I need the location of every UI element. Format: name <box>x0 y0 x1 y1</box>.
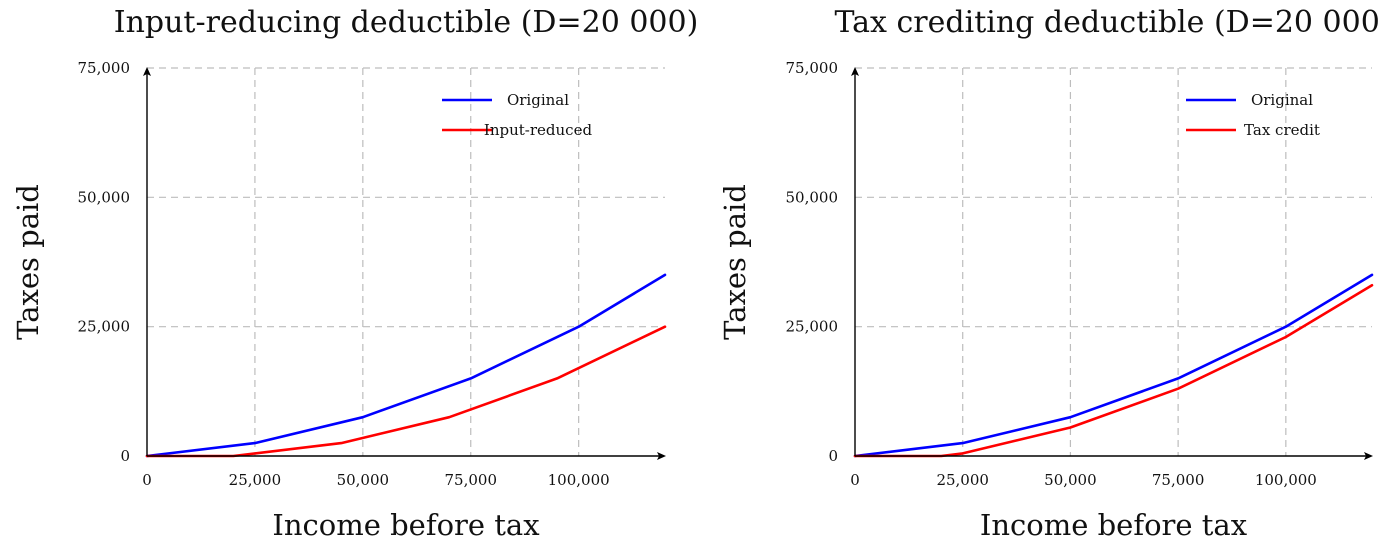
x-tick-label: 50,000 <box>337 471 390 489</box>
y-tick-label: 25,000 <box>78 318 131 336</box>
legend-label: Original <box>1251 91 1313 109</box>
series-line-input-reduced <box>145 325 667 458</box>
series-line-original <box>853 273 1374 458</box>
x-tick-label: 25,000 <box>229 471 282 489</box>
legend: Original Input-reduced <box>442 91 592 139</box>
axes <box>143 67 666 460</box>
x-tick-label: 0 <box>850 471 860 489</box>
x-axis-arrow <box>1364 452 1373 460</box>
legend-label: Tax credit <box>1244 121 1320 139</box>
x-tick-label: 100,000 <box>1255 471 1317 489</box>
series-line-original <box>145 273 667 458</box>
y-axis-arrow <box>851 67 859 76</box>
x-axis-title: Income before tax <box>980 508 1247 542</box>
grid <box>855 67 1372 456</box>
y-tick-label: 0 <box>828 447 838 465</box>
x-tick-label: 50,000 <box>1044 471 1097 489</box>
chart-panel-input-reducing: Input-reducing deductible (D=20 000) Inc… <box>11 5 698 542</box>
x-tick-label: 75,000 <box>1152 471 1205 489</box>
chart-panel-tax-crediting: Tax crediting deductible (D=20 000) Inco… <box>718 5 1380 542</box>
grid <box>147 67 665 456</box>
y-axis-arrow <box>143 67 151 76</box>
y-tick-label: 75,000 <box>786 59 839 77</box>
y-tick-label: 0 <box>120 447 130 465</box>
y-axis-title: Taxes paid <box>11 184 45 340</box>
legend: Original Tax credit <box>1186 91 1320 139</box>
series-line-tax-credit <box>853 283 1374 458</box>
chart-title: Input-reducing deductible (D=20 000) <box>114 5 699 40</box>
chart-title: Tax crediting deductible (D=20 000) <box>834 5 1380 40</box>
legend-label: Original <box>507 91 569 109</box>
y-tick-label: 25,000 <box>786 318 839 336</box>
legend-label: Input-reduced <box>484 121 593 139</box>
y-tick-label: 50,000 <box>78 188 131 206</box>
axes <box>851 67 1373 460</box>
x-tick-label: 75,000 <box>445 471 498 489</box>
x-axis-title: Income before tax <box>272 508 539 542</box>
x-tick-label: 100,000 <box>548 471 610 489</box>
y-axis-title: Taxes paid <box>718 184 752 340</box>
y-tick-label: 75,000 <box>78 59 131 77</box>
x-axis-arrow <box>657 452 666 460</box>
x-tick-label: 0 <box>142 471 152 489</box>
y-tick-label: 50,000 <box>786 188 839 206</box>
x-tick-label: 25,000 <box>936 471 989 489</box>
